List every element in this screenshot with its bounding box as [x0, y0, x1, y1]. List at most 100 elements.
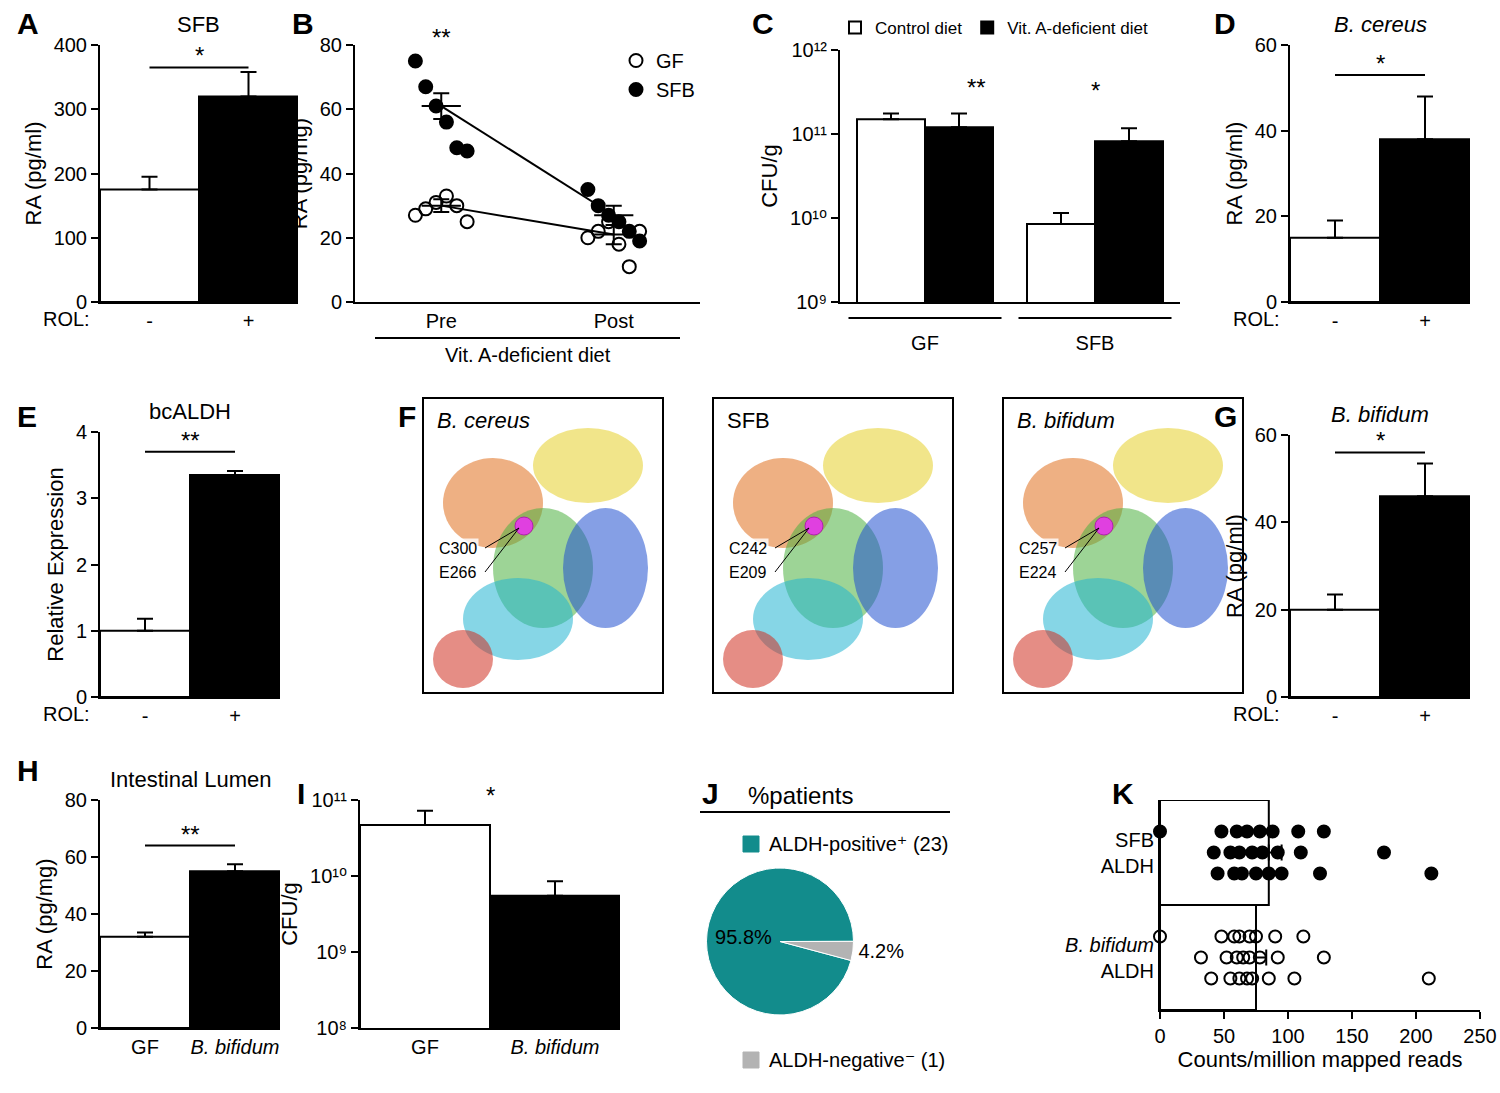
svg-text:3: 3 [76, 487, 87, 509]
svg-text:2: 2 [76, 554, 87, 576]
svg-text:200: 200 [54, 163, 87, 185]
svg-text:+: + [1419, 310, 1431, 332]
svg-text:0: 0 [76, 686, 87, 708]
svg-text:+: + [229, 705, 241, 727]
svg-text:100: 100 [1271, 1025, 1304, 1047]
svg-text:CFU/g: CFU/g [757, 144, 782, 208]
svg-text:J: J [702, 777, 719, 810]
svg-text:10¹¹: 10¹¹ [791, 123, 827, 145]
svg-text:0: 0 [76, 1017, 87, 1039]
svg-text:10⁹: 10⁹ [316, 941, 347, 963]
svg-text:GF: GF [656, 50, 684, 72]
svg-text:ALDH-positive⁺ (23): ALDH-positive⁺ (23) [769, 833, 949, 855]
svg-text:10⁹: 10⁹ [796, 291, 827, 313]
svg-text:C: C [752, 7, 774, 40]
svg-text:40: 40 [65, 903, 87, 925]
svg-text:B. bifidum: B. bifidum [1331, 402, 1429, 427]
svg-text:Vit. A-deficient diet: Vit. A-deficient diet [445, 344, 611, 366]
svg-text:Vit. A-deficient diet: Vit. A-deficient diet [1007, 19, 1148, 38]
svg-text:10¹²: 10¹² [791, 39, 827, 61]
svg-text:0: 0 [331, 291, 342, 313]
svg-text:I: I [297, 777, 305, 810]
svg-text:40: 40 [320, 163, 342, 185]
svg-text:95.8%: 95.8% [715, 926, 772, 948]
svg-text:150: 150 [1335, 1025, 1368, 1047]
svg-text:C257: C257 [1019, 540, 1057, 557]
svg-text:-: - [146, 310, 153, 332]
svg-text:RA (pg/ml): RA (pg/ml) [21, 122, 46, 226]
svg-text:B. bifidumALDH: B. bifidumALDH [1065, 934, 1154, 982]
svg-text:Control diet: Control diet [875, 19, 962, 38]
svg-text:+: + [1419, 705, 1431, 727]
svg-text:-: - [1332, 310, 1339, 332]
svg-text:*: * [1376, 427, 1385, 454]
svg-text:*: * [195, 42, 204, 69]
svg-text:**: ** [967, 74, 986, 101]
svg-text:-: - [1332, 705, 1339, 727]
svg-text:Counts/million mapped reads: Counts/million mapped reads [1178, 1047, 1463, 1072]
svg-text:GF: GF [411, 1036, 439, 1058]
svg-text:Relative Expression: Relative Expression [43, 467, 68, 661]
svg-text:G: G [1214, 400, 1237, 433]
svg-text:60: 60 [1255, 424, 1277, 446]
svg-text:SFB: SFB [1076, 332, 1115, 354]
svg-text:E224: E224 [1019, 564, 1056, 581]
svg-text:ROL:: ROL: [1233, 703, 1280, 725]
svg-text:4.2%: 4.2% [858, 940, 904, 962]
svg-text:D: D [1214, 7, 1236, 40]
svg-text:**: ** [432, 24, 451, 51]
svg-text:SFB: SFB [727, 408, 770, 433]
svg-text:B. bifidum: B. bifidum [1017, 408, 1115, 433]
svg-text:B: B [292, 7, 314, 40]
svg-text:20: 20 [65, 960, 87, 982]
svg-text:bcALDH: bcALDH [149, 399, 231, 424]
svg-text:B. bifidum: B. bifidum [191, 1036, 280, 1058]
svg-text:C242: C242 [729, 540, 767, 557]
svg-text:*: * [1376, 50, 1385, 77]
svg-text:SFB: SFB [656, 79, 695, 101]
svg-text:60: 60 [320, 98, 342, 120]
svg-text:0: 0 [1266, 686, 1277, 708]
svg-text:A: A [17, 7, 39, 40]
svg-text:SFB: SFB [177, 12, 220, 37]
svg-text:*: * [1091, 77, 1100, 104]
svg-text:10¹¹: 10¹¹ [311, 789, 347, 811]
svg-text:**: ** [181, 821, 200, 848]
svg-text:60: 60 [65, 846, 87, 868]
svg-text:%patients: %patients [748, 782, 853, 809]
svg-text:20: 20 [1255, 599, 1277, 621]
svg-text:ALDH-negative⁻ (1): ALDH-negative⁻ (1) [769, 1049, 945, 1071]
svg-text:*: * [486, 782, 495, 809]
svg-text:200: 200 [1399, 1025, 1432, 1047]
svg-text:250: 250 [1463, 1025, 1496, 1047]
svg-text:0: 0 [76, 291, 87, 313]
svg-text:20: 20 [1255, 205, 1277, 227]
svg-text:RA (pg/mg): RA (pg/mg) [32, 858, 57, 969]
svg-text:300: 300 [54, 98, 87, 120]
svg-text:E209: E209 [729, 564, 766, 581]
svg-text:+: + [243, 310, 255, 332]
svg-text:50: 50 [1213, 1025, 1235, 1047]
svg-text:SFBALDH: SFBALDH [1101, 829, 1154, 877]
svg-text:**: ** [181, 427, 200, 454]
svg-text:Pre: Pre [426, 310, 457, 332]
svg-text:20: 20 [320, 227, 342, 249]
svg-text:ROL:: ROL: [43, 703, 90, 725]
svg-text:-: - [142, 705, 149, 727]
svg-text:60: 60 [1255, 34, 1277, 56]
svg-text:80: 80 [65, 789, 87, 811]
svg-text:GF: GF [911, 332, 939, 354]
svg-text:ROL:: ROL: [43, 308, 90, 330]
svg-text:B. cereus: B. cereus [1334, 12, 1427, 37]
svg-text:40: 40 [1255, 120, 1277, 142]
svg-text:0: 0 [1154, 1025, 1165, 1047]
svg-text:B. cereus: B. cereus [437, 408, 530, 433]
svg-text:GF: GF [131, 1036, 159, 1058]
svg-text:E: E [17, 400, 37, 433]
svg-text:H: H [17, 754, 39, 787]
svg-text:RA (pg/ml): RA (pg/ml) [1222, 514, 1247, 618]
svg-text:C300: C300 [439, 540, 477, 557]
svg-text:0: 0 [1266, 291, 1277, 313]
svg-text:RA (pg/ml): RA (pg/ml) [1222, 122, 1247, 226]
svg-text:ROL:: ROL: [1233, 308, 1280, 330]
